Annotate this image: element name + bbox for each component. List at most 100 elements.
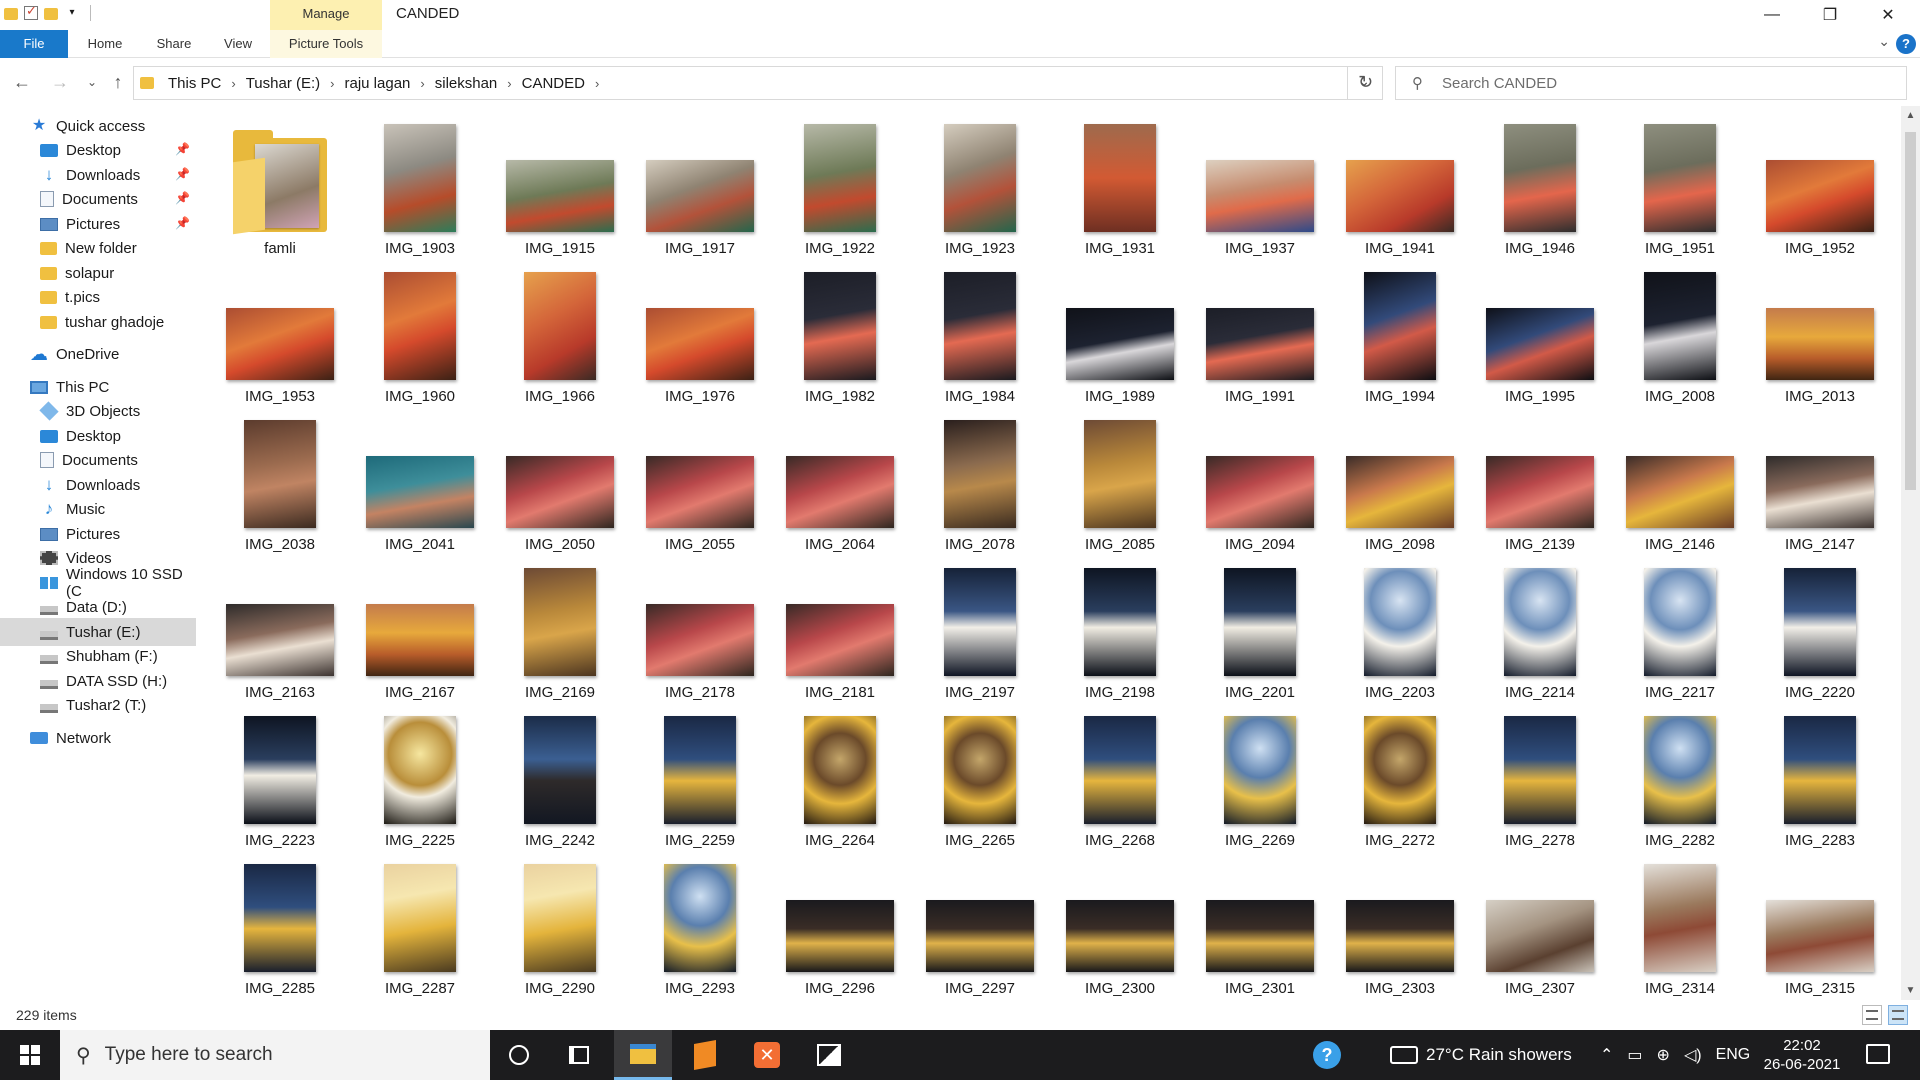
image-file-item[interactable]: IMG_2283 bbox=[1750, 698, 1890, 849]
image-file-item[interactable]: IMG_2269 bbox=[1190, 698, 1330, 849]
tab-view[interactable]: View bbox=[224, 36, 252, 51]
breadcrumb-silekshan[interactable]: silekshan bbox=[434, 74, 498, 92]
forward-arrow-icon[interactable]: → bbox=[51, 72, 69, 92]
image-file-item[interactable]: IMG_2307 bbox=[1470, 846, 1610, 997]
nav-item-network[interactable]: Network bbox=[0, 724, 196, 752]
volume-icon[interactable]: ◁) bbox=[1683, 1047, 1702, 1064]
breadcrumb-separator-icon[interactable]: › bbox=[330, 75, 335, 91]
image-file-item[interactable]: IMG_2013 bbox=[1750, 254, 1890, 405]
battery-icon[interactable]: ▭ bbox=[1627, 1047, 1643, 1064]
image-file-item[interactable]: IMG_2314 bbox=[1610, 846, 1750, 997]
image-file-item[interactable]: IMG_2201 bbox=[1190, 550, 1330, 701]
taskbar-search-box[interactable]: ⚲ Type here to search bbox=[60, 1030, 490, 1080]
cortana-button[interactable] bbox=[490, 1030, 548, 1080]
image-file-item[interactable]: IMG_2285 bbox=[210, 846, 350, 997]
xampp-taskbar-button[interactable]: ✕ bbox=[738, 1030, 796, 1080]
scroll-up-arrow-icon[interactable]: ▲ bbox=[1905, 110, 1916, 121]
folder-item[interactable]: famli bbox=[210, 106, 350, 257]
scrollbar-thumb[interactable] bbox=[1905, 132, 1916, 490]
image-file-item[interactable]: IMG_2098 bbox=[1330, 402, 1470, 553]
nav-item-desktop[interactable]: Desktop 📌 bbox=[0, 136, 196, 164]
image-file-item[interactable]: IMG_2264 bbox=[770, 698, 910, 849]
language-indicator[interactable]: ENG bbox=[1715, 1046, 1751, 1063]
image-file-item[interactable]: IMG_2055 bbox=[630, 402, 770, 553]
nav-item-desktop[interactable]: Desktop bbox=[0, 422, 196, 450]
close-button[interactable]: ✕ bbox=[1881, 7, 1895, 24]
tab-home[interactable]: Home bbox=[87, 36, 123, 51]
image-file-item[interactable]: IMG_2300 bbox=[1050, 846, 1190, 997]
image-file-item[interactable]: IMG_2268 bbox=[1050, 698, 1190, 849]
image-file-item[interactable]: IMG_2301 bbox=[1190, 846, 1330, 997]
image-file-item[interactable]: IMG_2297 bbox=[910, 846, 1050, 997]
taskbar-search-placeholder[interactable]: Type here to search bbox=[104, 1044, 273, 1065]
image-file-item[interactable]: IMG_1941 bbox=[1330, 106, 1470, 257]
image-file-item[interactable]: IMG_2197 bbox=[910, 550, 1050, 701]
breadcrumb-separator-icon[interactable]: › bbox=[507, 75, 512, 91]
image-file-item[interactable]: IMG_1937 bbox=[1190, 106, 1330, 257]
image-file-item[interactable]: IMG_2181 bbox=[770, 550, 910, 701]
nav-item-data-ssd-h[interactable]: DATA SSD (H:) bbox=[0, 667, 196, 695]
image-file-item[interactable]: IMG_2050 bbox=[490, 402, 630, 553]
image-file-item[interactable]: IMG_1922 bbox=[770, 106, 910, 257]
image-file-item[interactable]: IMG_2041 bbox=[350, 402, 490, 553]
image-file-item[interactable]: IMG_1952 bbox=[1750, 106, 1890, 257]
image-file-item[interactable]: IMG_2282 bbox=[1610, 698, 1750, 849]
image-file-item[interactable]: IMG_1984 bbox=[910, 254, 1050, 405]
image-file-item[interactable]: IMG_1915 bbox=[490, 106, 630, 257]
nav-item-downloads[interactable]: ↓ Downloads 📌 bbox=[0, 161, 196, 189]
nav-item-downloads[interactable]: ↓ Downloads bbox=[0, 471, 196, 499]
back-arrow-icon[interactable]: ← bbox=[13, 72, 31, 92]
breadcrumb-raju-lagan[interactable]: raju lagan bbox=[344, 74, 411, 92]
image-file-item[interactable]: IMG_2296 bbox=[770, 846, 910, 997]
image-file-item[interactable]: IMG_1960 bbox=[350, 254, 490, 405]
breadcrumb-separator-icon[interactable]: › bbox=[594, 75, 600, 91]
maximize-button[interactable]: ❐ bbox=[1822, 7, 1838, 24]
image-file-item[interactable]: IMG_2064 bbox=[770, 402, 910, 553]
image-file-item[interactable]: IMG_2242 bbox=[490, 698, 630, 849]
new-folder-icon[interactable] bbox=[44, 8, 58, 20]
image-file-item[interactable]: IMG_2259 bbox=[630, 698, 770, 849]
image-file-item[interactable]: IMG_2178 bbox=[630, 550, 770, 701]
nav-item-pictures[interactable]: Pictures bbox=[0, 520, 196, 548]
nav-item-3d-objects[interactable]: 3D Objects bbox=[0, 397, 196, 425]
nav-item-shubham-f[interactable]: Shubham (F:) bbox=[0, 642, 196, 670]
nav-item-windows-10-ssd-c[interactable]: Windows 10 SSD (C bbox=[0, 566, 196, 600]
image-file-item[interactable]: IMG_2287 bbox=[350, 846, 490, 997]
weather-widget[interactable]: 27°C Rain showers bbox=[1390, 1030, 1572, 1080]
nav-item-tushar2-t[interactable]: Tushar2 (T:) bbox=[0, 691, 196, 719]
large-icons-view-button[interactable] bbox=[1888, 1005, 1908, 1025]
image-file-item[interactable]: IMG_1994 bbox=[1330, 254, 1470, 405]
image-file-item[interactable]: IMG_1923 bbox=[910, 106, 1050, 257]
nav-item-videos[interactable]: Videos bbox=[0, 544, 196, 572]
image-file-item[interactable]: IMG_2147 bbox=[1750, 402, 1890, 553]
clock[interactable]: 22:02 26-06-2021 bbox=[1754, 1036, 1850, 1074]
tab-share[interactable]: Share bbox=[156, 36, 192, 51]
image-file-item[interactable]: IMG_2217 bbox=[1610, 550, 1750, 701]
notification-center-icon[interactable] bbox=[1866, 1044, 1890, 1064]
address-bar[interactable]: This PC › Tushar (E:) › raju lagan › sil… bbox=[133, 66, 1383, 100]
image-file-item[interactable]: IMG_1951 bbox=[1610, 106, 1750, 257]
network-globe-icon[interactable]: ⊕ bbox=[1656, 1047, 1670, 1064]
image-file-item[interactable]: IMG_2163 bbox=[210, 550, 350, 701]
scroll-down-arrow-icon[interactable]: ▼ bbox=[1905, 985, 1916, 996]
image-file-item[interactable]: IMG_2290 bbox=[490, 846, 630, 997]
nav-item-t-pics[interactable]: t.pics bbox=[0, 283, 196, 311]
image-file-item[interactable]: IMG_2315 bbox=[1750, 846, 1890, 997]
minimize-button[interactable]: — bbox=[1764, 6, 1780, 23]
nav-item-quick-access[interactable]: ★ Quick access bbox=[0, 112, 196, 140]
image-file-item[interactable]: IMG_2038 bbox=[210, 402, 350, 553]
image-file-item[interactable]: IMG_2198 bbox=[1050, 550, 1190, 701]
breadcrumb-separator-icon[interactable]: › bbox=[231, 75, 236, 91]
get-help-icon[interactable]: ? bbox=[1313, 1041, 1341, 1069]
image-file-item[interactable]: IMG_2085 bbox=[1050, 402, 1190, 553]
nav-item-pictures[interactable]: Pictures 📌 bbox=[0, 210, 196, 238]
image-file-item[interactable]: IMG_1991 bbox=[1190, 254, 1330, 405]
image-file-item[interactable]: IMG_2223 bbox=[210, 698, 350, 849]
image-file-item[interactable]: IMG_2169 bbox=[490, 550, 630, 701]
image-file-item[interactable]: IMG_2278 bbox=[1470, 698, 1610, 849]
image-file-item[interactable]: IMG_2225 bbox=[350, 698, 490, 849]
details-view-button[interactable] bbox=[1862, 1005, 1882, 1025]
image-file-item[interactable]: IMG_2203 bbox=[1330, 550, 1470, 701]
image-file-item[interactable]: IMG_2214 bbox=[1470, 550, 1610, 701]
address-dropdown-chevron-icon[interactable]: ⌄ bbox=[1358, 73, 1370, 89]
